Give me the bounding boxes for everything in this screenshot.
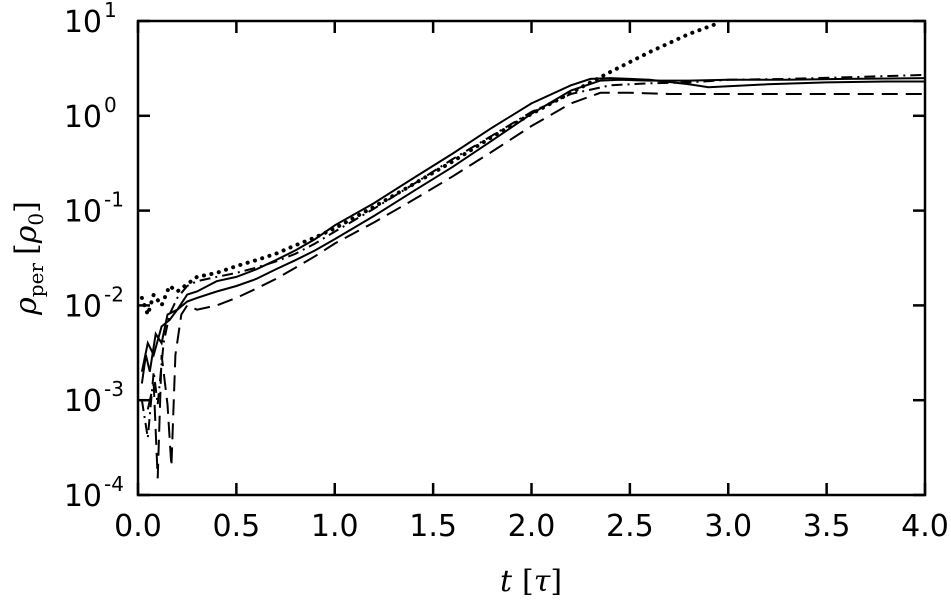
y-tick-label: 10 <box>64 5 102 40</box>
y-tick-exponent: 1 <box>104 0 117 22</box>
x-tick-label: 0.5 <box>213 509 261 544</box>
x-tick-labels: 0.0 0.5 1.0 1.5 2.0 2.5 3.0 3.5 4.0 <box>114 509 949 544</box>
y-axis-label: ρper[ρ0] <box>9 201 48 316</box>
x-tick-label: 0.0 <box>114 509 162 544</box>
y-tick-label: 10 <box>64 100 102 135</box>
x-tick-label: 4.0 <box>901 509 949 544</box>
tick-marks <box>136 19 927 497</box>
series-line-4-dashdot <box>140 73 926 439</box>
x-tick-label: 3.0 <box>704 509 752 544</box>
y-tick-label: 10 <box>64 384 102 419</box>
y-tick-exponent: -4 <box>104 472 124 496</box>
x-tick-label: 1.0 <box>311 509 359 544</box>
series-line-5-dashed <box>146 91 925 479</box>
series-layer <box>139 21 926 479</box>
y-tick-exponent: 0 <box>104 93 117 117</box>
x-tick-label: 1.5 <box>409 509 457 544</box>
x-tick-label: 3.5 <box>803 509 851 544</box>
y-tick-label: 10 <box>64 289 102 324</box>
x-tick-label: 2.5 <box>606 509 654 544</box>
series-line-3-solid <box>140 77 926 372</box>
y-tick-exponent: -3 <box>104 377 124 401</box>
series-line-1-dotted <box>139 21 721 322</box>
y-tick-label: 10 <box>64 479 102 514</box>
y-tick-exponent: -2 <box>104 282 124 306</box>
y-tick-label: 10 <box>64 195 102 230</box>
y-tick-exponent: -1 <box>104 188 124 212</box>
x-axis-label: t [τ] <box>500 564 562 599</box>
plot-frame <box>136 19 927 497</box>
x-tick-label: 2.0 <box>508 509 556 544</box>
